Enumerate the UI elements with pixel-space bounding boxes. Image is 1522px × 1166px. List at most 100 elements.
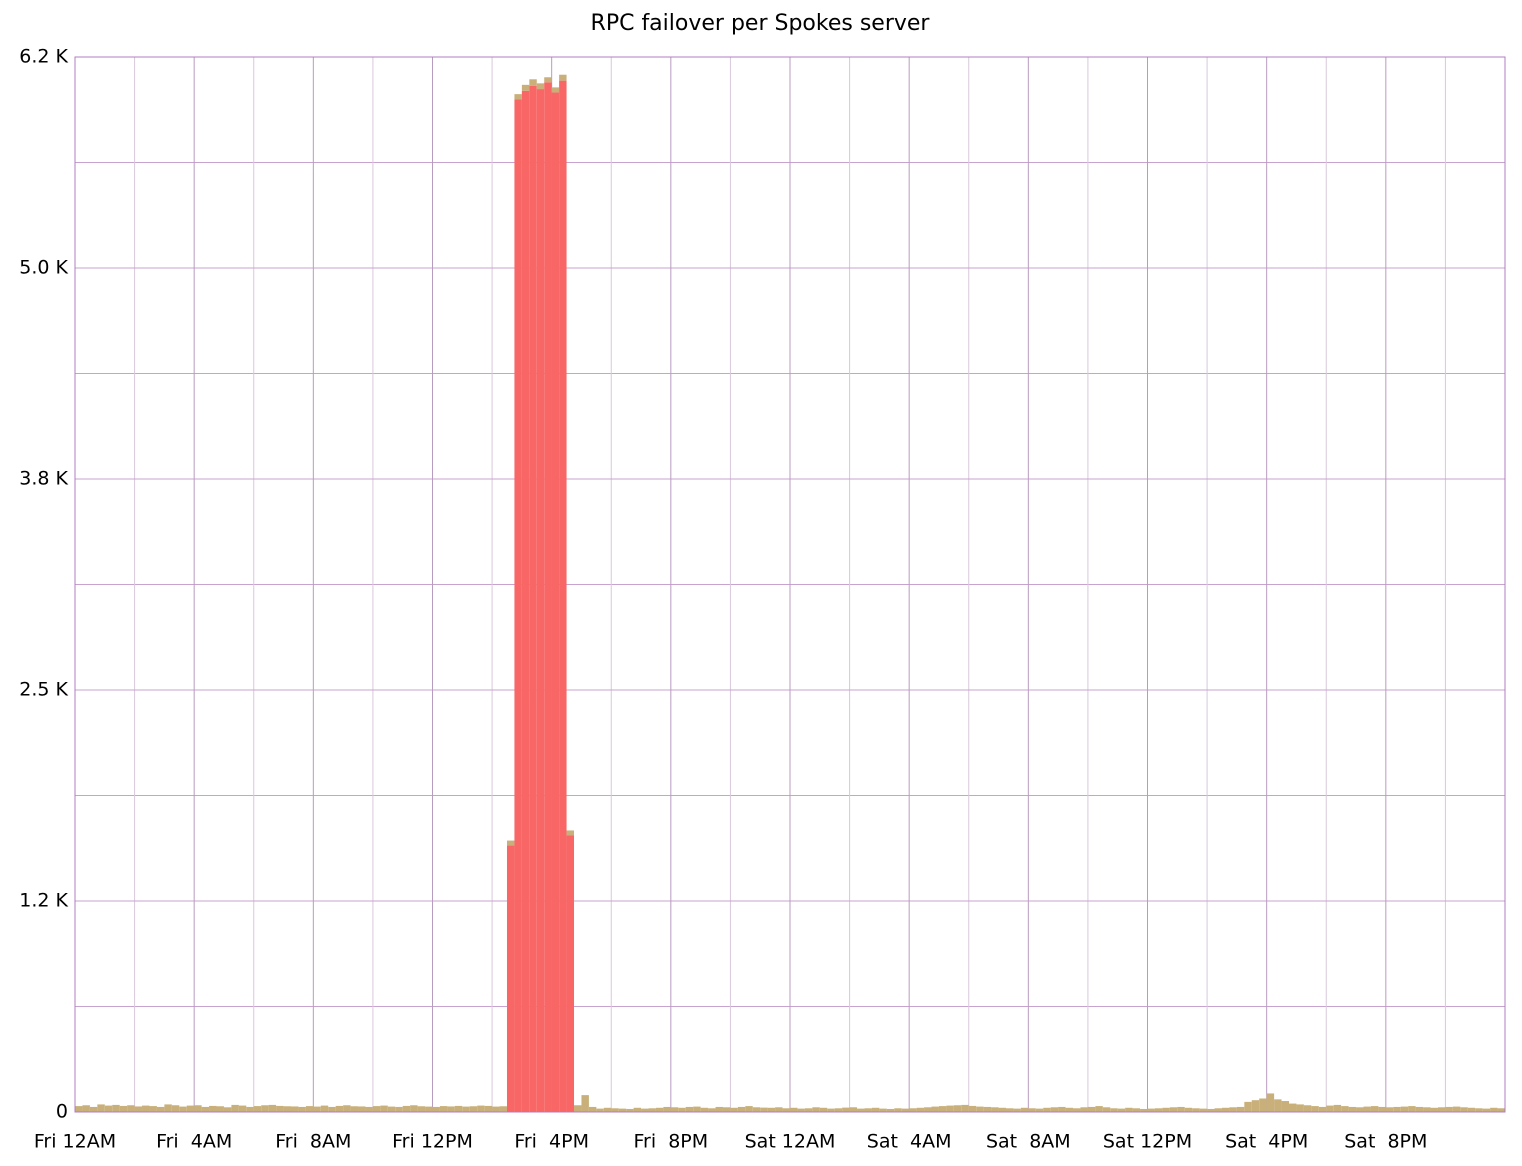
bar-segment — [976, 1106, 984, 1112]
bar-segment — [1065, 1107, 1074, 1112]
bar-segment — [305, 1106, 314, 1112]
bar-segment — [1117, 1108, 1126, 1112]
bar-segment — [1356, 1107, 1364, 1112]
bar-segment — [715, 1106, 723, 1112]
bar-segment — [283, 1106, 291, 1112]
bar-segment — [104, 1105, 113, 1112]
bar-segment — [670, 1107, 679, 1112]
bar-segment — [1393, 1106, 1401, 1112]
bar-segment — [909, 1108, 917, 1112]
bar-segment — [1445, 1106, 1453, 1112]
bar-segment — [1482, 1108, 1491, 1112]
bar-segment — [253, 1106, 262, 1112]
bar-segment — [365, 1106, 373, 1112]
bar-segment — [1080, 1107, 1088, 1112]
bar-segment — [432, 1106, 440, 1112]
bar-segment — [819, 1107, 828, 1112]
bar-segment — [1199, 1108, 1208, 1112]
bar-segment — [1005, 1108, 1014, 1112]
bar-segment — [536, 89, 545, 1112]
bar-segment — [1274, 1099, 1282, 1112]
x-tick-label: Sat 8AM — [986, 1131, 1071, 1153]
bar-segment — [1348, 1106, 1357, 1112]
bar-segment — [536, 83, 545, 90]
bar-segment — [1408, 1106, 1416, 1112]
bar-segment — [1184, 1107, 1193, 1112]
x-tick-label: Fri 12AM — [34, 1131, 116, 1153]
bar-segment — [804, 1108, 813, 1112]
bar-segment — [968, 1105, 977, 1112]
bar-segment — [864, 1108, 872, 1112]
bar-segment — [521, 90, 530, 1112]
bar-segment — [477, 1105, 485, 1112]
bar-segment — [97, 1104, 105, 1112]
bar-segment — [343, 1105, 351, 1112]
bar-segment — [1162, 1107, 1170, 1112]
bar-segment — [1318, 1106, 1327, 1112]
x-tick-label: Sat 8PM — [1344, 1131, 1427, 1153]
bar-segment — [372, 1106, 381, 1112]
bar-segment — [775, 1107, 783, 1112]
bar-segment — [559, 80, 567, 1113]
bar-segment — [1281, 1101, 1290, 1112]
bar-segment — [1363, 1106, 1371, 1112]
bar-segment — [722, 1107, 731, 1112]
bar-segment — [857, 1108, 865, 1112]
bar-segment — [1378, 1106, 1386, 1112]
bar-segment — [1125, 1107, 1133, 1112]
bar-segment — [439, 1106, 448, 1112]
bar-segment — [827, 1108, 835, 1112]
bar-segment — [1251, 1100, 1260, 1112]
bar-segment — [1303, 1105, 1312, 1112]
bar-segment — [1020, 1107, 1029, 1112]
bar-segment — [1147, 1108, 1155, 1112]
bar-segment — [328, 1106, 336, 1112]
bar-segment — [186, 1105, 195, 1112]
y-tick-label: 3.8 K — [19, 468, 68, 490]
bar-segment — [1266, 1093, 1275, 1112]
bar-segment — [1058, 1106, 1066, 1112]
bar-segment — [1341, 1106, 1349, 1112]
bar-segment — [737, 1106, 746, 1112]
bar-segment — [350, 1106, 359, 1112]
bar-segment — [611, 1108, 619, 1112]
bar-segment — [760, 1107, 768, 1112]
bar-segment — [1415, 1106, 1424, 1112]
bar-segment — [626, 1108, 634, 1112]
bar-segment — [521, 84, 530, 91]
bar-segment — [469, 1106, 478, 1112]
bar-segment — [1311, 1106, 1319, 1112]
bar-segment — [544, 82, 552, 1113]
bar-segment — [879, 1108, 887, 1112]
bar-segment — [506, 845, 515, 1112]
bar-segment — [1475, 1108, 1483, 1112]
bar-segment — [462, 1106, 470, 1112]
bar-segment — [290, 1106, 299, 1112]
bar-segment — [506, 840, 515, 846]
bar-segment — [1460, 1107, 1468, 1112]
bar-segment — [708, 1108, 716, 1112]
bar-segment — [410, 1105, 418, 1112]
bar-segment — [916, 1107, 925, 1112]
bar-segment — [335, 1105, 344, 1112]
x-tick-label: Fri 8PM — [634, 1131, 709, 1153]
bar-segment — [171, 1105, 180, 1112]
chart-title: RPC failover per Spokes server — [591, 11, 931, 36]
bar-segment — [983, 1106, 992, 1112]
bar-segment — [380, 1105, 388, 1112]
bar-segment — [1207, 1108, 1215, 1112]
bar-segment — [1467, 1107, 1476, 1112]
bar-segment — [402, 1105, 411, 1112]
x-tick-label: Sat 4AM — [867, 1131, 952, 1153]
bar-segment — [216, 1106, 224, 1112]
bar-segment — [842, 1107, 850, 1112]
bar-segment — [812, 1107, 820, 1112]
bar-segment — [1437, 1107, 1446, 1112]
bar-segment — [119, 1105, 128, 1112]
bar-segment — [1177, 1106, 1185, 1112]
y-tick-label: 6.2 K — [19, 46, 68, 68]
bar-segment — [276, 1105, 284, 1112]
bar-segment — [581, 1095, 589, 1112]
